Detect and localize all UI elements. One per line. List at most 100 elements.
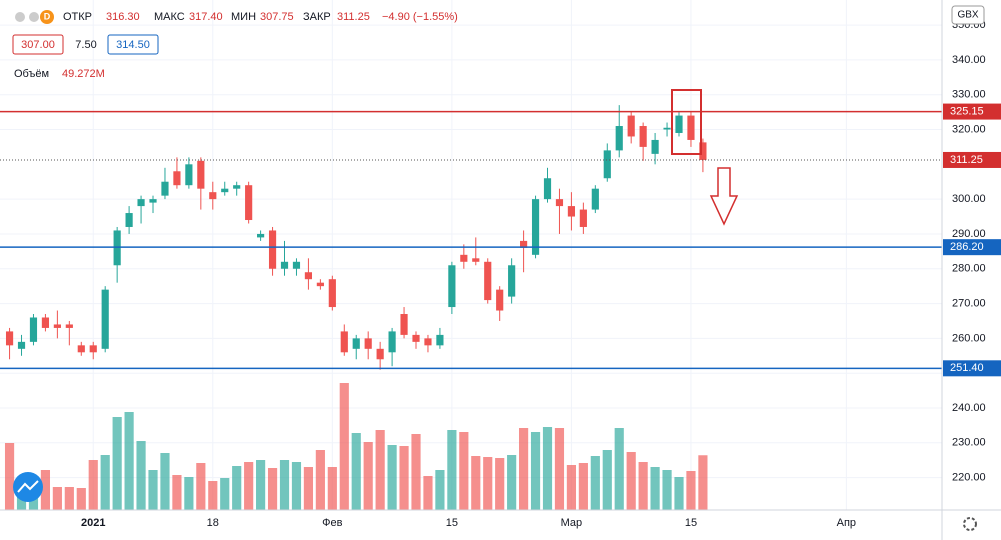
label: Объём bbox=[14, 68, 49, 80]
y-tick-label: 300.00 bbox=[952, 193, 986, 205]
volume-bar bbox=[626, 452, 636, 510]
change: −4.90 (−1.55%) bbox=[382, 11, 458, 23]
candle-body bbox=[520, 240, 528, 248]
value: 307.75 bbox=[260, 11, 294, 23]
volume-bar bbox=[279, 460, 290, 510]
candle-body bbox=[412, 334, 420, 342]
volume-bar bbox=[40, 470, 51, 510]
volume-bar bbox=[100, 455, 110, 510]
volume-bar bbox=[447, 430, 457, 510]
candle-body bbox=[292, 261, 301, 269]
y-tick-label: 220.00 bbox=[952, 472, 986, 484]
candle-body bbox=[5, 331, 14, 346]
candle-body bbox=[65, 324, 73, 328]
value: 311.25 bbox=[337, 11, 370, 23]
level-label-box bbox=[943, 151, 1001, 168]
currency-box[interactable] bbox=[951, 5, 985, 25]
volume-bar bbox=[411, 434, 421, 510]
value: 316.30 bbox=[106, 11, 140, 23]
volume-bar bbox=[220, 478, 230, 510]
volume-bar bbox=[674, 477, 684, 510]
level-label: 286.20 bbox=[950, 241, 984, 253]
candle-body bbox=[555, 199, 564, 207]
candle-body bbox=[77, 345, 85, 353]
candle-body bbox=[209, 192, 217, 200]
volume-bar bbox=[566, 465, 577, 510]
volume-bar bbox=[88, 460, 98, 510]
candle-body bbox=[591, 188, 599, 210]
candle-body bbox=[328, 279, 336, 308]
label: МИН bbox=[231, 11, 256, 23]
level-label-box bbox=[943, 360, 1001, 377]
candle-body bbox=[280, 261, 289, 269]
bid[interactable]: 307.00 bbox=[21, 39, 55, 51]
dot bbox=[29, 12, 39, 22]
candle-body bbox=[603, 150, 611, 179]
candle-body bbox=[221, 188, 229, 193]
volume-bar bbox=[471, 456, 481, 510]
volume-pane bbox=[4, 383, 708, 510]
candle-body bbox=[675, 115, 683, 133]
bid-box[interactable] bbox=[12, 34, 64, 55]
ask[interactable]: 314.50 bbox=[116, 39, 150, 51]
level-label-box bbox=[943, 239, 1001, 256]
legend-header: D ОТКР 316.30 МАКС 317.40 МИН 307.75 ЗАК… bbox=[12, 10, 458, 80]
candle-body bbox=[352, 338, 360, 349]
candle-body bbox=[304, 272, 313, 280]
volume-bar bbox=[387, 445, 397, 510]
volume-bar bbox=[495, 458, 505, 510]
y-tick-label: 280.00 bbox=[952, 263, 986, 275]
volume-bar bbox=[232, 466, 242, 510]
price-pane bbox=[0, 105, 942, 370]
volume-bar bbox=[64, 487, 74, 510]
volume-bar bbox=[602, 450, 612, 510]
label: ЗАКР bbox=[303, 11, 331, 23]
ask-box[interactable] bbox=[107, 34, 159, 55]
candle-body bbox=[316, 282, 324, 287]
candle-body bbox=[185, 164, 193, 186]
candle-body bbox=[89, 345, 97, 353]
candle-body bbox=[257, 233, 265, 238]
value: 317.40 bbox=[189, 11, 223, 23]
candle-body bbox=[53, 324, 61, 328]
x-tick-label: Апр bbox=[837, 517, 856, 529]
candle-body bbox=[364, 338, 372, 349]
currency[interactable]: GBX bbox=[957, 10, 978, 21]
volume-bar bbox=[172, 475, 182, 510]
volume-bar bbox=[662, 470, 672, 510]
x-tick-label: 15 bbox=[685, 517, 697, 529]
candle-body bbox=[137, 199, 145, 207]
candle-body bbox=[17, 341, 26, 349]
candle-body bbox=[531, 199, 540, 255]
volume-bar bbox=[351, 433, 361, 510]
volume-bar bbox=[327, 467, 337, 510]
volume-bar bbox=[638, 462, 648, 510]
candle-body bbox=[448, 265, 456, 308]
x-tick-label: 2021 bbox=[81, 517, 105, 529]
volume-bar bbox=[256, 460, 266, 510]
volume-bar bbox=[160, 453, 170, 510]
candle-body bbox=[149, 199, 157, 203]
x-tick-label: 15 bbox=[446, 517, 458, 529]
candle-body bbox=[687, 115, 695, 140]
volume-bar bbox=[590, 456, 600, 510]
candle-body bbox=[245, 185, 253, 221]
volume-bar bbox=[136, 441, 146, 510]
volume-bar bbox=[303, 467, 314, 510]
candle-body bbox=[484, 261, 492, 301]
settings[interactable] bbox=[963, 517, 977, 531]
candle-body bbox=[579, 209, 587, 227]
axes: 220.00230.00240.00250.00260.00270.00280.… bbox=[81, 19, 1001, 529]
spread: 7.50 bbox=[75, 39, 96, 51]
x-tick-label: Фев bbox=[322, 517, 342, 529]
level-label: 251.40 bbox=[950, 362, 984, 374]
candle-body bbox=[543, 178, 552, 200]
volume-bar bbox=[196, 463, 206, 510]
candle-body bbox=[460, 254, 468, 262]
volume-bar bbox=[698, 455, 708, 510]
volume-bar bbox=[4, 443, 15, 510]
logo-mark bbox=[17, 480, 39, 493]
candle-body bbox=[268, 230, 277, 269]
y-tick-label: 260.00 bbox=[952, 332, 986, 344]
